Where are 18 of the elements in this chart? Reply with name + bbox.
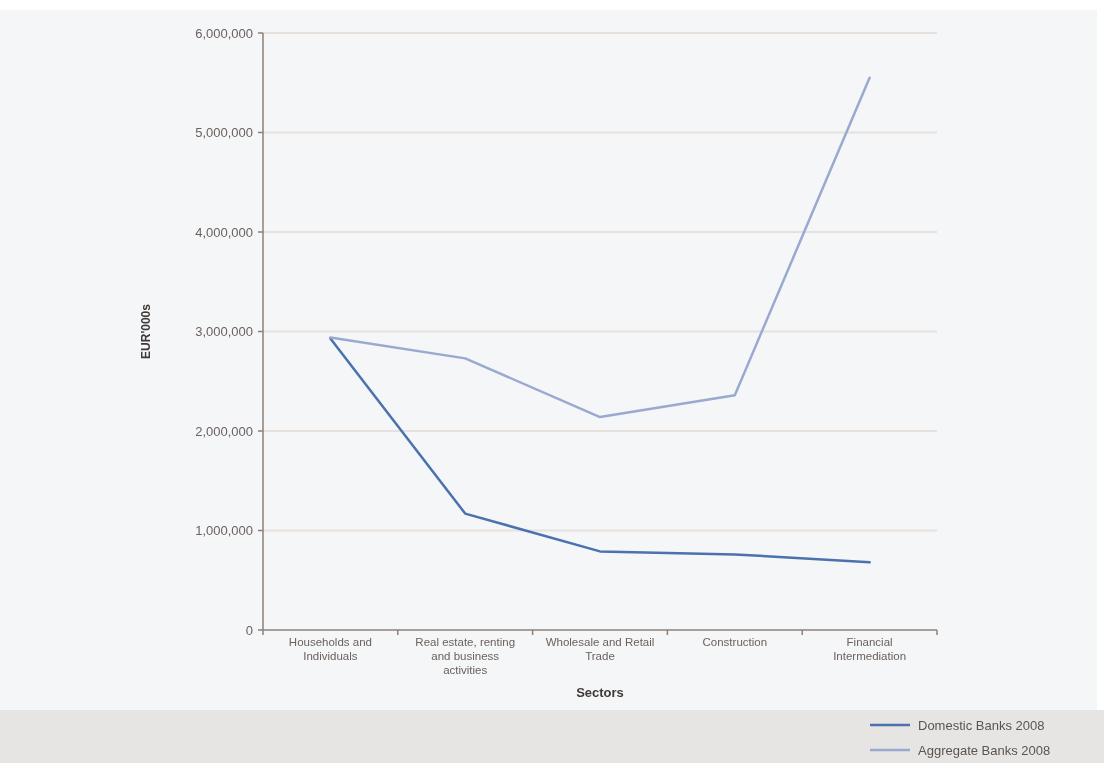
x-tick-label: Financial Intermediation: [833, 636, 907, 662]
x-tick-label: Wholesale and Retail Trade: [545, 636, 655, 662]
line-series: [329, 337, 871, 564]
legend-label: Aggregate Banks 2008: [918, 742, 1051, 758]
y-tick-label: 0: [245, 622, 253, 638]
y-tick-label: 6,000,000: [195, 25, 253, 41]
x-tick-label: Households and Individuals: [288, 636, 372, 662]
y-tick-label: 5,000,000: [195, 125, 253, 141]
x-tick-label: Construction: [702, 636, 768, 648]
legend-label: Domestic Banks 2008: [918, 717, 1045, 733]
x-axis-title: Sectors: [576, 685, 624, 700]
y-axis-title: EUR'000s: [139, 303, 153, 359]
y-tick-label: 4,000,000: [195, 224, 253, 240]
y-tick-label: 1,000,000: [195, 523, 253, 539]
line-series: [329, 76, 871, 419]
y-tick-label: 2,000,000: [195, 423, 253, 439]
y-tick-label: 3,000,000: [195, 324, 253, 340]
x-tick-label: Real estate, renting and business activities: [415, 636, 516, 676]
